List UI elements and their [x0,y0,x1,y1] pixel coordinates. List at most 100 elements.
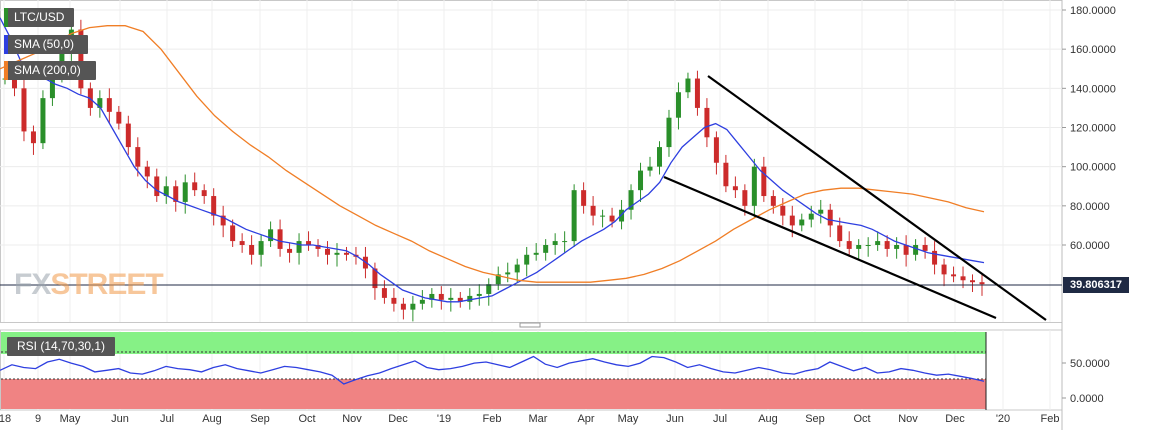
candle-body [799,219,805,226]
candle-body [932,250,938,265]
candle-body [941,264,947,275]
rsi-overbought-zone [1,332,986,354]
candle-body [11,78,17,89]
panel-splitter [519,322,541,328]
candle-body [59,49,65,73]
legend-sma50[interactable]: SMA (50,0) [4,35,88,54]
candle-body [230,225,236,242]
candle-body [325,248,331,255]
x-tick-label: Nov [342,413,362,425]
candle-body [400,303,406,310]
candle-body [742,190,748,206]
candle-body [125,123,131,148]
rsi-tick-label: 0.0000 [1070,393,1104,405]
x-tick-label: Feb [1041,413,1060,425]
trend-lines [663,75,1047,321]
candle-body [306,241,312,245]
candle-body [438,293,444,300]
grid [0,0,1063,430]
watermark-street: STREET [50,268,163,301]
candle-body [656,147,662,167]
pair-swatch [4,8,8,27]
candle-body [818,209,824,214]
y-tick-label: 140.0000 [1070,83,1116,95]
candle-body [600,215,606,217]
last-price-tag: 39.806317 [1063,277,1129,293]
candle-body [381,288,387,298]
y-tick-label: 80.0000 [1070,201,1110,213]
candle-body [116,111,122,124]
candle-body [476,293,482,296]
x-tick-label: Apr [577,413,594,425]
candle-body [144,166,150,177]
candle-body [334,252,340,255]
candle-body [837,225,843,242]
legend-sma200-label: SMA (200,0) [14,63,81,77]
candle-body [49,72,55,99]
x-tick-label: Oct [298,413,315,425]
candle-body [951,274,957,277]
x-tick-label: '20 [996,413,1010,425]
candle-body [287,248,293,253]
candle-body [723,162,729,187]
trend-upper-resistance [707,75,1047,321]
rsi-bands [1,332,987,410]
candle-body [675,92,681,118]
legend-pair-label: LTC/USD [14,10,65,24]
candle-body [685,78,691,93]
candle-body [135,147,141,167]
candle-body [979,282,985,285]
candle-body [268,229,274,242]
candle-body [296,241,302,253]
candle-body [619,209,625,222]
candle-body [410,303,416,310]
candle-body [647,166,653,171]
legend-pair[interactable]: LTC/USD [4,8,74,27]
candle-body [884,241,890,249]
legend-sma50-label: SMA (50,0) [14,37,75,51]
sma50-line [0,17,985,303]
candle-body [505,272,511,275]
y-tick-label: 180.0000 [1070,5,1116,17]
candle-body [192,182,198,191]
x-tick-label: Sep [805,413,825,425]
candle-body [211,196,217,216]
candle-body [486,284,492,294]
candle-body [562,241,568,243]
candle-body [495,274,501,285]
candle-body [429,293,435,300]
candle-body [970,280,976,283]
candle-body [163,186,169,197]
candle-body [182,182,188,202]
moving-averages [0,17,985,385]
x-tick-label: '18 [0,413,11,425]
candle-body [856,245,862,249]
candle-body [533,252,539,255]
y-tick-label: 160.0000 [1070,44,1116,56]
x-tick-label: Aug [758,413,778,425]
candle-body [543,245,549,253]
x-tick-label: 9 [35,413,41,425]
price-series [0,19,1062,322]
candle-body [571,190,577,242]
candle-body [846,241,852,249]
x-tick-label: Jun [111,413,129,425]
candle-body [457,297,463,302]
x-tick-label: '19 [437,413,451,425]
candle-body [21,88,27,132]
sma50-swatch [4,35,8,54]
candle-body [448,297,454,300]
y-tick-label: 120.0000 [1070,123,1116,135]
candle-body [173,186,179,202]
candle-body [467,295,473,302]
y-axis: 180.0000 160.0000 140.0000 120.0000 100.0000… [1062,5,1116,405]
legend-sma200[interactable]: SMA (200,0) [4,61,96,80]
watermark-fx: FX [14,268,51,301]
legend-rsi[interactable]: RSI (14,70,30,1) [7,337,115,356]
candle-body [770,196,776,206]
candle-body [258,241,264,255]
candle-body [732,186,738,191]
candle-body [372,268,378,289]
candle-body [694,78,700,108]
candle-body [780,205,786,216]
